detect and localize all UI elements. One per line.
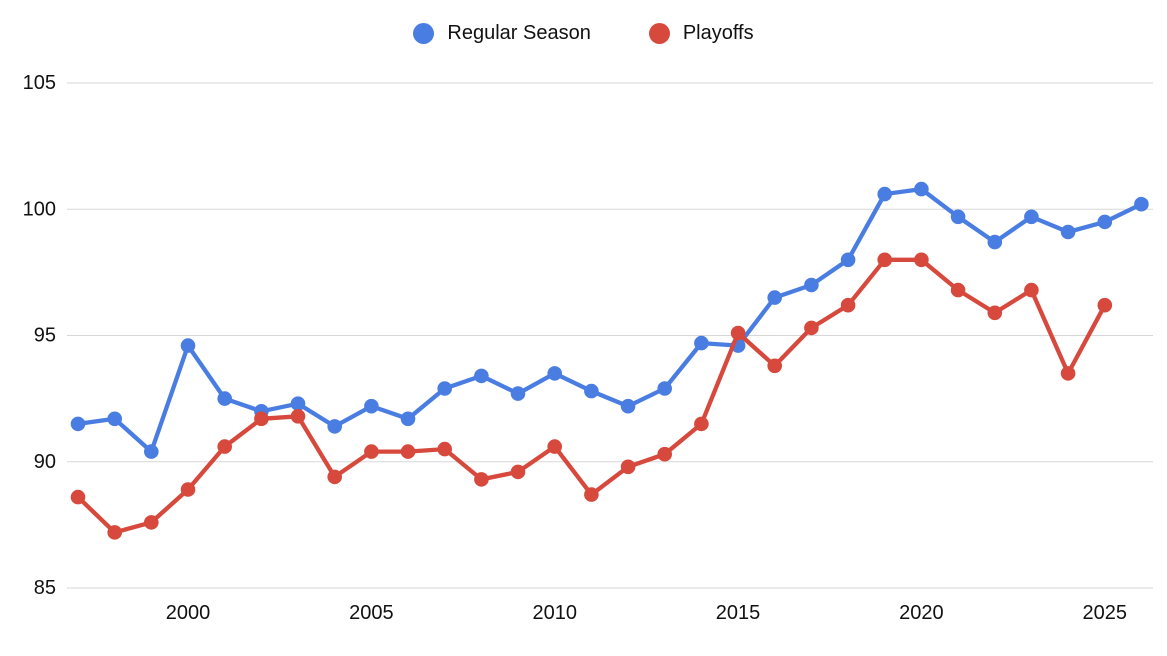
playoffs-point bbox=[950, 282, 966, 298]
playoffs-point bbox=[144, 515, 159, 530]
regular-season-point bbox=[950, 209, 966, 225]
regular-season-point bbox=[620, 398, 636, 414]
playoffs-point bbox=[1097, 297, 1113, 313]
playoffs-point bbox=[364, 444, 379, 459]
playoffs-point bbox=[840, 297, 856, 313]
regular-season-point bbox=[400, 411, 416, 427]
x-tick-label: 2000 bbox=[166, 602, 211, 624]
playoffs-point bbox=[510, 464, 526, 480]
playoffs-point bbox=[1060, 366, 1076, 381]
regular-season-point bbox=[327, 419, 343, 434]
x-tick-label: 2005 bbox=[349, 602, 394, 624]
regular-season-point bbox=[1097, 214, 1113, 230]
regular-season-point bbox=[584, 383, 599, 399]
x-tick-label: 2020 bbox=[899, 602, 944, 624]
regular-season-point bbox=[657, 381, 672, 396]
playoffs-point bbox=[987, 305, 1003, 321]
playoffs-point bbox=[327, 469, 343, 485]
regular-season-point bbox=[840, 252, 856, 268]
regular-season-point bbox=[70, 416, 86, 432]
x-tick-label: 2010 bbox=[532, 602, 577, 624]
y-tick-label: 100 bbox=[23, 198, 56, 220]
x-tick-label: 2025 bbox=[1083, 602, 1128, 624]
regular-season-point bbox=[804, 277, 819, 293]
y-tick-label: 90 bbox=[34, 451, 56, 473]
playoffs-point bbox=[217, 439, 232, 454]
regular-season-point bbox=[510, 386, 526, 401]
regular-season-point bbox=[767, 290, 782, 305]
playoffs-point bbox=[730, 325, 746, 341]
playoffs-point bbox=[70, 489, 86, 505]
regular-season-point bbox=[987, 234, 1003, 250]
playoffs-point bbox=[877, 252, 892, 268]
y-tick-label: 105 bbox=[23, 72, 56, 94]
regular-season-point bbox=[144, 444, 159, 459]
regular-season-point bbox=[1134, 196, 1149, 212]
regular-season-point bbox=[217, 391, 232, 406]
regular-season-point bbox=[180, 338, 196, 353]
playoffs-point bbox=[1024, 282, 1039, 298]
y-tick-label: 85 bbox=[34, 577, 56, 599]
playoffs-point bbox=[180, 482, 196, 497]
playoffs-point bbox=[400, 444, 416, 459]
playoffs-point bbox=[107, 525, 122, 540]
playoffs-point bbox=[290, 409, 306, 424]
playoffs-point bbox=[767, 358, 782, 374]
regular-season-point bbox=[694, 335, 709, 351]
regular-season-point bbox=[364, 398, 379, 414]
playoffs-point bbox=[437, 441, 453, 457]
playoffs-point bbox=[694, 416, 709, 432]
playoffs-point bbox=[254, 411, 269, 427]
regular-season-point bbox=[290, 396, 306, 412]
regular-season-point bbox=[1060, 224, 1076, 240]
playoffs-point bbox=[547, 439, 562, 454]
regular-season-point bbox=[437, 381, 453, 396]
y-tick-label: 95 bbox=[34, 325, 56, 347]
playoffs-point bbox=[657, 446, 672, 462]
regular-season-point bbox=[877, 186, 892, 202]
regular-season-line bbox=[75, 186, 1144, 454]
playoffs-point bbox=[914, 252, 929, 268]
regular-season-point bbox=[914, 181, 929, 197]
playoffs-point bbox=[474, 472, 489, 487]
regular-season-point bbox=[547, 366, 562, 381]
regular-season-point bbox=[1024, 209, 1039, 225]
regular-season-point bbox=[474, 368, 489, 384]
playoffs-point bbox=[804, 320, 819, 336]
regular-season-point bbox=[107, 411, 122, 427]
x-tick-label: 2015 bbox=[716, 602, 761, 624]
playoffs-point bbox=[620, 459, 636, 475]
playoffs-point bbox=[584, 487, 599, 502]
